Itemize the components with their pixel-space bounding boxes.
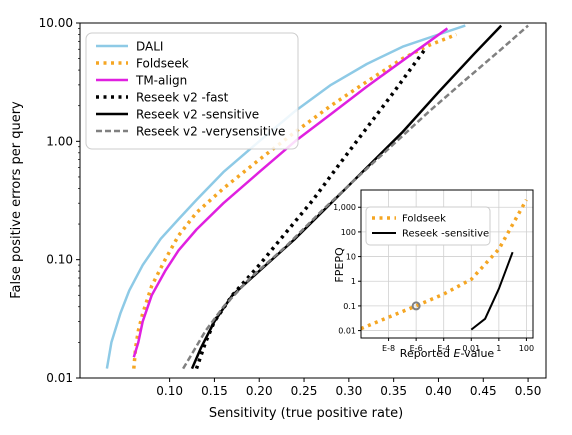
inset-x-tick-label: E-6: [410, 344, 423, 353]
main-y-ticks: 0.01 0.10 1.00 10.00: [39, 16, 80, 385]
inset-plot-frame: [360, 189, 534, 339]
inset-y-tick-label: 0.1: [343, 302, 356, 311]
inset-x-tick-label: E-4: [437, 344, 450, 353]
x-tick-label: 0.10: [156, 384, 183, 398]
x-tick-label: 0.30: [335, 384, 362, 398]
inset-x-tick-label: 1: [496, 344, 501, 353]
legend-label-reseek-v2-sensitive: Reseek v2 -sensitive: [136, 108, 259, 122]
x-tick-label: 0.20: [246, 384, 273, 398]
legend-label-reseek-v2-verysensitive: Reseek v2 -verysensitive: [136, 125, 285, 139]
y-tick-label: 0.10: [46, 253, 73, 267]
inset-x-tick-label: 100: [519, 344, 534, 353]
inset-series-line-reseek-sensitive: [470, 251, 514, 331]
inset-legend-label-reseek-sensitive: Reseek -sensitive: [402, 229, 489, 240]
series-line-reseek-v2-verysensitive: [182, 24, 529, 370]
legend-label-tm-align: TM-align: [135, 74, 187, 88]
main-x-axis-label: Sensitivity (true positive rate): [209, 406, 403, 421]
inset-x-tick-label: E-8: [382, 344, 395, 353]
inset-x-axis-label: Reported E-value: [400, 347, 495, 360]
main-plot-frame: [79, 22, 547, 379]
main-chart: 0.10 0.15 0.20 0.25 0.30 0.35 0.40 0.45 0.50 0.0…: [9, 16, 547, 421]
series-line-dali: [105, 24, 466, 369]
inset-series-lines: [360, 198, 528, 331]
x-tick-label: 0.50: [515, 384, 542, 398]
inset-y-tick-label: 10: [346, 253, 356, 262]
main-series-lines: [105, 24, 529, 370]
legend-label-dali: DALI: [136, 40, 163, 54]
inset-legend-items: Foldseek Reseek -sensitive: [372, 214, 489, 240]
main-legend: DALI Foldseek TM-align Reseek v2 -fast Resee…: [85, 32, 299, 150]
main-x-ticks: 0.10 0.15 0.20 0.25 0.30 0.35 0.40 0.45 0.50: [156, 378, 541, 398]
y-tick-label: 1.00: [46, 134, 73, 148]
x-tick-label: 0.40: [425, 384, 452, 398]
inset-x-label-suffix: -value: [460, 347, 494, 360]
main-y-axis-label: False positive errors per query: [9, 101, 24, 299]
main-legend-box: [85, 32, 299, 150]
inset-chart: E-8 E-6 E-4 0.01 1 100 0.01 0.1 1 10 100 1,000 Rep…: [333, 189, 534, 360]
y-tick-label: 10.00: [39, 16, 73, 30]
series-line-foldseek: [132, 32, 458, 369]
y-tick-label: 0.01: [46, 371, 73, 385]
inset-y-ticks: 0.01 0.1 1 10 100 1,000: [333, 203, 361, 336]
inset-y-tick-label: 1,000: [333, 203, 356, 212]
series-line-tm-align: [132, 27, 449, 358]
legend-label-reseek-v2-fast: Reseek v2 -fast: [136, 91, 229, 105]
x-tick-label: 0.15: [201, 384, 228, 398]
inset-x-ticks: E-8 E-6 E-4 0.01 1 100: [382, 338, 534, 353]
x-tick-label: 0.35: [380, 384, 407, 398]
legend-label-foldseek: Foldseek: [136, 57, 189, 71]
inset-y-tick-label: 0.01: [338, 327, 356, 336]
x-tick-label: 0.45: [470, 384, 497, 398]
inset-y-tick-label: 100: [341, 228, 356, 237]
inset-y-tick-label: 1: [351, 277, 356, 286]
inset-x-label-italic: E: [454, 347, 461, 360]
inset-legend-box: [365, 206, 491, 246]
inset-threshold-marker: [411, 301, 421, 311]
inset-legend-label-foldseek: Foldseek: [402, 214, 446, 225]
inset-x-tick-label: 0.01: [462, 344, 480, 353]
x-tick-label: 0.25: [291, 384, 318, 398]
inset-x-label-prefix: Reported: [400, 347, 454, 360]
inset-y-axis-label: FPEPQ: [333, 247, 346, 283]
main-legend-items: DALI Foldseek TM-align Reseek v2 -fast Resee…: [96, 40, 285, 139]
inset-legend: Foldseek Reseek -sensitive: [365, 206, 491, 246]
